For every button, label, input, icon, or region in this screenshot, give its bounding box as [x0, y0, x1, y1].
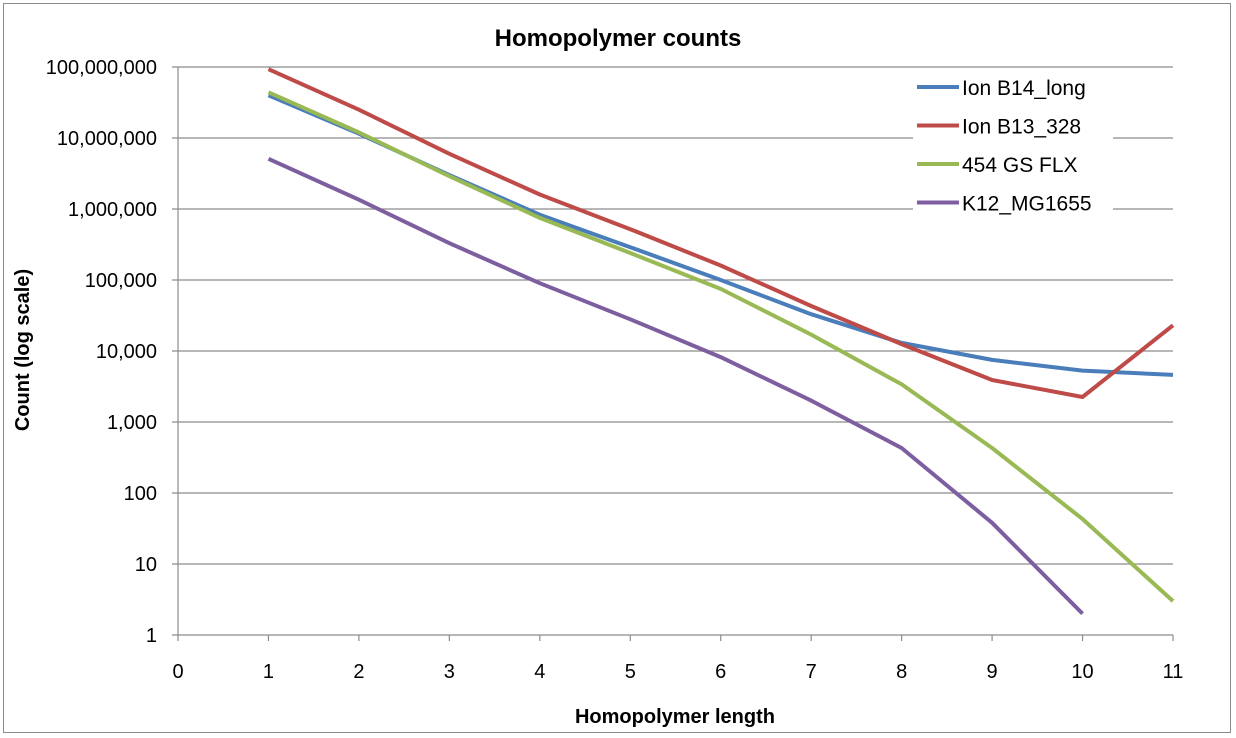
y-tick-label: 10,000,000 [57, 128, 157, 150]
y-tick-label: 1,000,000 [68, 199, 157, 221]
y-tick-label: 100 [124, 483, 157, 505]
x-tick-label: 5 [625, 661, 636, 683]
y-tick-label: 10,000 [96, 341, 157, 363]
x-tick-label: 0 [172, 661, 183, 683]
x-tick-label: 7 [806, 661, 817, 683]
x-tick-label: 9 [987, 661, 998, 683]
series-lines [267, 67, 1175, 616]
legend-label-ion-b14-long: Ion B14_long [962, 77, 1086, 100]
axes [172, 67, 1173, 636]
x-tick-label: 3 [444, 661, 455, 683]
y-tick-label: 1 [146, 625, 157, 647]
legend: Ion B14_long Ion B13_328 454 GS FLX K12_MG1… [913, 70, 1113, 220]
x-tick-label: 6 [715, 661, 726, 683]
y-tick-label: 100,000,000 [46, 57, 157, 79]
legend-label-454-gs-flx: 454 GS FLX [962, 154, 1078, 177]
y-axis-ticks: 1 10 100 1,000 10,000 100,000 1,000,000 10,000,… [46, 57, 157, 647]
x-tick-label: 2 [353, 661, 364, 683]
y-tick-label: 1,000 [107, 412, 157, 434]
legend-label-k12-mg1655: K12_MG1655 [962, 193, 1092, 216]
x-axis-ticks: 0 1 2 3 4 5 6 7 8 9 10 11 [172, 635, 1183, 683]
series-line-ion-b13-328 [267, 67, 1175, 399]
x-tick-label: 10 [1071, 661, 1093, 683]
chart-title: Homopolymer counts [495, 25, 742, 52]
series-line-454-gs-flx [267, 90, 1175, 603]
y-tick-label: 10 [135, 554, 157, 576]
y-tick-label: 100,000 [85, 270, 157, 292]
x-axis-title: Homopolymer length [575, 706, 775, 728]
x-tick-label: 1 [263, 661, 274, 683]
x-tick-label: 8 [896, 661, 907, 683]
y-axis-title: Count (log scale) [12, 269, 34, 431]
x-tick-label: 4 [534, 661, 545, 683]
x-tick-label: 11 [1163, 661, 1184, 683]
legend-label-ion-b13-328: Ion B13_328 [962, 116, 1081, 139]
series-line-k12-mg1655 [267, 156, 1084, 616]
